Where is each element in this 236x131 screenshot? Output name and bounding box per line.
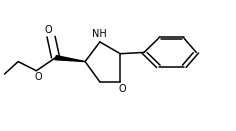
Text: O: O	[118, 84, 126, 94]
Text: NH: NH	[93, 29, 107, 39]
Text: O: O	[34, 72, 42, 82]
Text: O: O	[45, 25, 53, 35]
Polygon shape	[55, 56, 85, 62]
